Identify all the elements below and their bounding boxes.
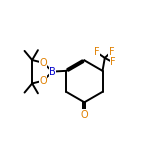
Text: B: B <box>49 67 56 77</box>
Text: F: F <box>110 57 116 67</box>
Text: F: F <box>94 47 99 57</box>
Text: O: O <box>39 76 47 86</box>
Text: O: O <box>39 58 47 68</box>
Text: F: F <box>109 47 114 57</box>
Text: O: O <box>81 110 88 120</box>
